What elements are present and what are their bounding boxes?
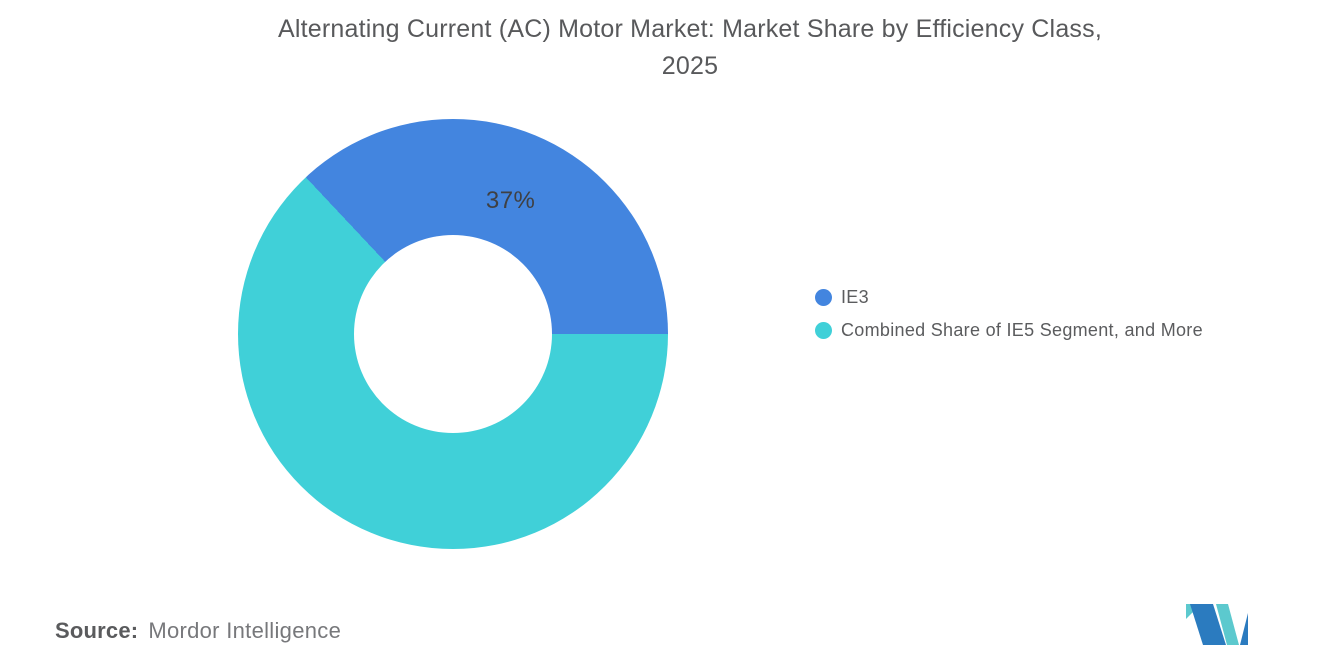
- logo-blue-band: [1190, 604, 1226, 645]
- logo-blue-triangle: [1240, 613, 1248, 645]
- slice-data-label: 37%: [485, 186, 536, 214]
- source-value: Mordor Intelligence: [148, 618, 342, 643]
- logo-teal-band: [1216, 604, 1239, 645]
- donut-hole: [354, 235, 552, 433]
- legend-item-ie5-combined[interactable]: Combined Share of IE5 Segment, and More: [815, 320, 1203, 340]
- donut-chart[interactable]: 37%: [238, 119, 668, 549]
- chart-legend: IE3 Combined Share of IE5 Segment, and M…: [815, 287, 1203, 355]
- chart-title-line2: 2025: [661, 52, 719, 80]
- source-label: Source:: [55, 618, 139, 643]
- mordor-intelligence-logo: [1186, 604, 1248, 645]
- legend-item-ie3[interactable]: IE3: [815, 287, 1203, 307]
- chart-title-line1: Alternating Current (AC) Motor Market: M…: [278, 15, 1102, 43]
- source-line: Source: Mordor Intelligence: [55, 618, 341, 644]
- legend-label: Combined Share of IE5 Segment, and More: [841, 320, 1203, 340]
- chart-title: Alternating Current (AC) Motor Market: M…: [60, 11, 1320, 85]
- legend-label: IE3: [841, 287, 869, 307]
- legend-dot-icon: [815, 289, 832, 306]
- legend-dot-icon: [815, 322, 832, 339]
